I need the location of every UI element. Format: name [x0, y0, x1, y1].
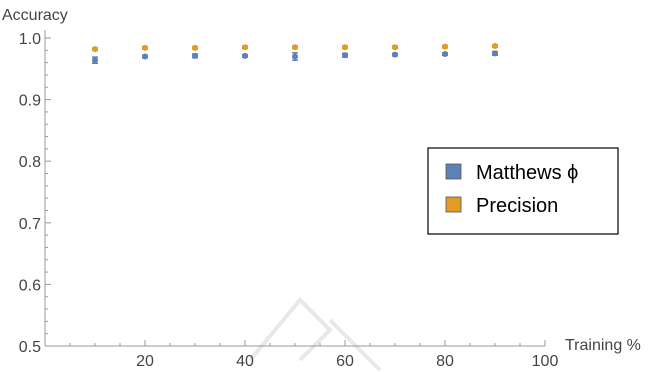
x-axis-title: Training % — [565, 337, 641, 354]
y-tick-label: 0.7 — [19, 216, 41, 233]
data-point — [92, 57, 98, 64]
x-tick-label: 60 — [336, 353, 354, 370]
data-point — [292, 44, 298, 51]
data-point — [142, 44, 148, 51]
legend-swatch — [445, 196, 462, 213]
legend: Matthews ϕ Precision — [427, 147, 619, 235]
watermark — [248, 297, 382, 372]
y-tick-label: 0.5 — [19, 339, 41, 356]
data-point — [442, 51, 448, 58]
legend-swatch — [445, 163, 462, 180]
x-tick-label: 40 — [236, 353, 254, 370]
data-point — [442, 43, 448, 50]
legend-label: Precision — [476, 195, 558, 217]
y-axis-title: Accuracy — [2, 7, 68, 24]
series-0 — [92, 50, 498, 65]
data-point — [192, 44, 198, 51]
y-tick-label: 1.0 — [19, 31, 41, 48]
data-point — [492, 50, 498, 57]
y-tick-label: 0.9 — [19, 93, 41, 110]
data-point — [192, 52, 198, 59]
x-tick-label: 80 — [436, 353, 454, 370]
data-point — [92, 46, 98, 53]
data-point — [392, 51, 398, 58]
axes: 20 40 60 80 100 0.5 0.6 0.7 0.8 0.9 1.0 Accuracy Tra… — [2, 7, 641, 370]
y-tick-label: 0.8 — [19, 154, 41, 171]
x-tick-label: 20 — [136, 353, 154, 370]
x-tick-label: 100 — [532, 353, 559, 370]
data-point — [142, 53, 148, 60]
legend-label: Matthews ϕ — [476, 162, 578, 184]
data-point — [492, 43, 498, 50]
data-point — [342, 44, 348, 51]
data-point — [242, 52, 248, 59]
data-point — [342, 52, 348, 59]
data-point — [292, 53, 298, 60]
series-layer — [92, 43, 498, 65]
data-point — [392, 44, 398, 51]
legend-box — [427, 147, 619, 235]
data-point — [242, 44, 248, 51]
series-1 — [92, 43, 498, 53]
y-tick-label: 0.6 — [19, 277, 41, 294]
